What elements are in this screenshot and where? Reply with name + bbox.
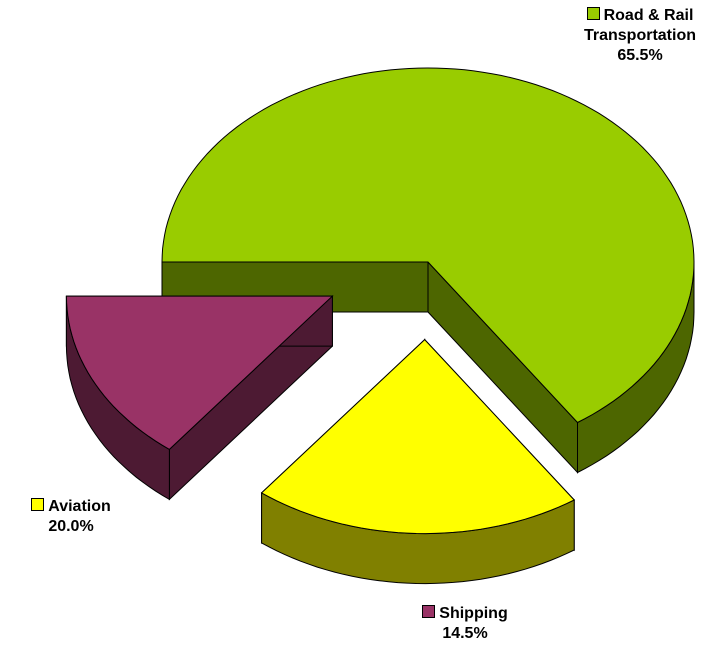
- value-label: 14.5%: [442, 625, 488, 642]
- legend-swatch: [422, 605, 436, 618]
- category-label: Road & Rail Transportation: [583, 7, 696, 44]
- data-label: Road & Rail Transportation 65.5%: [555, 6, 725, 66]
- slice: [65, 295, 334, 451]
- category-label: Aviation: [48, 498, 111, 515]
- category-label: Shipping: [439, 605, 508, 622]
- legend-swatch: [31, 498, 45, 511]
- legend-swatch: [586, 7, 600, 20]
- data-label: Shipping 14.5%: [405, 604, 525, 644]
- value-label: 20.0%: [48, 518, 94, 535]
- slice: [161, 67, 695, 424]
- value-label: 65.5%: [617, 47, 663, 64]
- slice: [260, 338, 576, 535]
- data-label: Aviation 20.0%: [16, 497, 126, 537]
